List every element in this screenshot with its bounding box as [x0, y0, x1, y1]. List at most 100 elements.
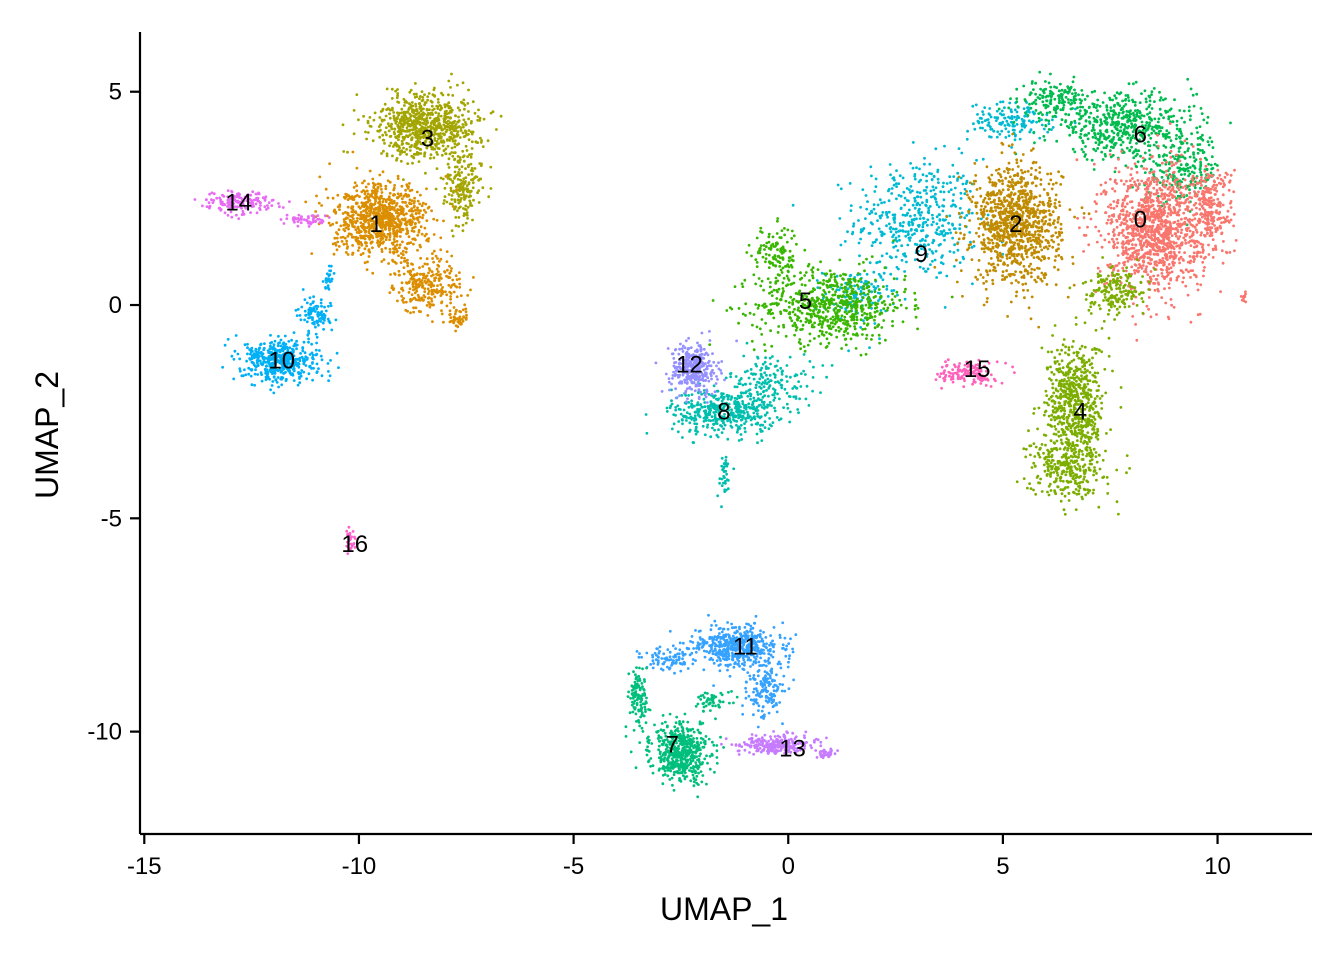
cell-point-cluster-5 [737, 307, 741, 310]
cell-point-cluster-8 [737, 402, 741, 405]
cell-point-cluster-2 [1044, 238, 1048, 242]
cell-point-cluster-2 [1053, 259, 1057, 262]
cell-point-cluster-6 [1175, 123, 1179, 127]
cell-point-cluster-2 [1000, 151, 1004, 155]
cell-point-cluster-5 [916, 327, 919, 331]
cell-point-cluster-8 [724, 376, 728, 380]
cell-point-cluster-5 [861, 296, 865, 300]
cell-point-cluster-2 [955, 280, 959, 284]
cell-point-cluster-2 [1010, 143, 1014, 147]
cell-point-cluster-5 [780, 294, 784, 298]
cell-point-cluster-6 [1086, 94, 1089, 98]
cell-point-cluster-5 [794, 328, 798, 332]
cell-point-cluster-6 [1042, 91, 1046, 95]
cell-point-cluster-8 [733, 400, 736, 404]
cell-point-cluster-5 [780, 229, 784, 233]
cell-point-cluster-9 [877, 299, 880, 302]
cell-point-cluster-9 [911, 203, 915, 207]
cell-point-cluster-9 [916, 224, 920, 227]
cell-point-cluster-0 [1128, 225, 1132, 229]
cell-point-cluster-0 [1100, 245, 1104, 249]
cell-point-cluster-8 [665, 406, 669, 410]
cell-point-cluster-2 [1011, 168, 1015, 171]
cell-point-cluster-5 [760, 279, 764, 283]
cell-point-cluster-9 [1028, 110, 1031, 114]
cell-point-cluster-5 [851, 287, 855, 291]
cell-point-cluster-6 [1102, 113, 1106, 117]
cell-point-cluster-2 [1026, 200, 1030, 204]
cell-point-cluster-6 [1180, 173, 1183, 177]
cell-point-cluster-5 [826, 306, 830, 310]
cell-point-cluster-2 [1001, 182, 1004, 186]
cell-point-cluster-8 [772, 372, 776, 376]
cell-point-cluster-8 [763, 379, 767, 383]
cell-point-cluster-2 [1004, 176, 1008, 180]
cell-point-cluster-9 [927, 243, 930, 247]
cell-point-cluster-5 [819, 342, 823, 346]
cell-point-cluster-6 [1093, 89, 1097, 93]
cell-point-cluster-8 [712, 402, 716, 406]
cell-point-cluster-6 [1105, 123, 1109, 126]
cell-point-cluster-2 [978, 222, 982, 226]
cell-point-cluster-5 [788, 249, 792, 253]
cell-point-cluster-5 [776, 248, 779, 252]
cell-point-cluster-6 [1088, 120, 1091, 123]
cell-point-cluster-5 [769, 329, 772, 333]
cell-point-cluster-2 [1032, 209, 1036, 213]
cell-point-cluster-12 [684, 391, 687, 395]
cell-point-cluster-5 [830, 297, 833, 301]
cell-point-cluster-5 [828, 279, 831, 283]
cell-point-cluster-9 [951, 203, 955, 207]
cell-point-cluster-6 [1015, 100, 1019, 104]
cell-point-cluster-5 [860, 306, 864, 309]
cell-point-cluster-9 [926, 218, 930, 222]
cell-point-cluster-6 [1038, 70, 1042, 74]
cell-point-cluster-12 [710, 370, 713, 374]
cell-point-cluster-9 [857, 219, 860, 222]
cell-point-cluster-9 [930, 172, 933, 176]
cell-point-cluster-5 [844, 329, 848, 333]
cell-point-cluster-8 [746, 410, 749, 414]
cell-point-cluster-5 [804, 320, 808, 324]
cell-point-cluster-5 [769, 246, 773, 250]
cell-point-cluster-9 [916, 190, 919, 194]
cell-point-cluster-12 [671, 374, 675, 377]
cell-point-cluster-5 [888, 303, 892, 307]
cell-point-cluster-5 [883, 303, 887, 306]
cell-point-cluster-5 [853, 327, 857, 331]
cell-point-cluster-5 [817, 315, 821, 318]
cell-point-cluster-5 [747, 243, 751, 247]
cell-point-cluster-2 [1035, 242, 1039, 245]
cell-point-cluster-6 [1131, 151, 1135, 155]
cell-point-cluster-5 [821, 310, 825, 314]
cell-point-cluster-9 [895, 185, 898, 189]
cell-point-cluster-2 [1021, 171, 1024, 175]
cell-point-cluster-2 [991, 278, 994, 282]
cell-point-cluster-5 [803, 306, 807, 310]
cell-point-cluster-5 [853, 322, 856, 325]
cell-point-cluster-6 [1081, 114, 1085, 118]
cell-point-cluster-9 [907, 232, 910, 236]
cell-point-cluster-6 [1023, 98, 1027, 101]
cell-point-cluster-2 [1011, 132, 1015, 136]
cell-point-cluster-9 [980, 120, 984, 124]
cell-point-cluster-6 [1158, 126, 1162, 129]
cell-point-cluster-5 [750, 254, 753, 258]
cell-point-cluster-5 [767, 235, 771, 239]
cell-point-cluster-8 [756, 441, 759, 445]
cell-point-cluster-8 [736, 405, 740, 408]
cell-point-cluster-5 [913, 307, 917, 311]
cell-point-cluster-2 [1046, 193, 1050, 196]
cell-point-cluster-12 [703, 353, 706, 356]
cell-point-cluster-0 [1155, 183, 1159, 186]
cell-point-cluster-6 [1119, 108, 1123, 112]
cell-point-cluster-6 [1048, 92, 1052, 96]
cell-point-cluster-2 [1034, 230, 1037, 234]
cell-point-cluster-8 [756, 355, 759, 359]
cell-point-cluster-9 [970, 246, 974, 249]
cell-point-cluster-5 [876, 302, 879, 306]
cell-point-cluster-9 [886, 295, 890, 298]
cell-point-cluster-5 [854, 347, 858, 350]
cell-point-cluster-5 [744, 302, 748, 306]
cell-point-cluster-8 [768, 384, 772, 387]
